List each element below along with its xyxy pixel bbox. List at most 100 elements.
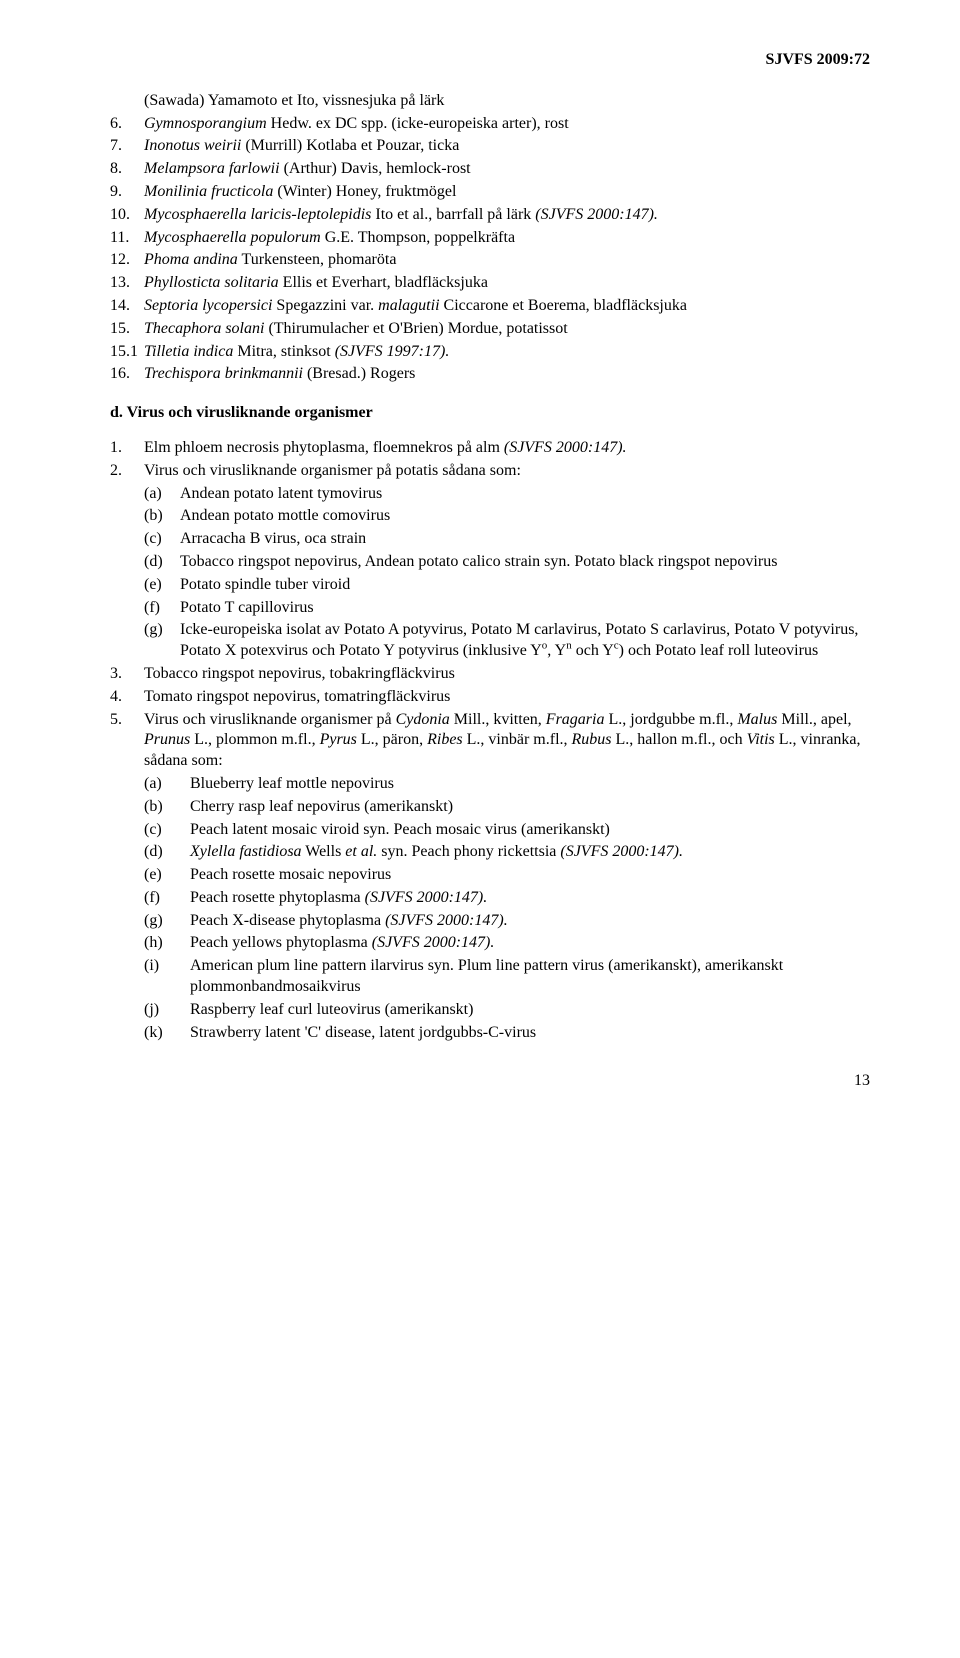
- list-item: 15.Thecaphora solani (Thirumulacher et O…: [110, 319, 870, 340]
- list-number: (f): [144, 598, 180, 619]
- list-text: Phyllosticta solitaria Ellis et Everhart…: [144, 273, 870, 294]
- list-text: Septoria lycopersici Spegazzini var. mal…: [144, 296, 870, 317]
- list-number: (i): [144, 956, 190, 998]
- list-text: Melampsora farlowii (Arthur) Davis, heml…: [144, 159, 870, 180]
- list-item: 9.Monilinia fructicola (Winter) Honey, f…: [110, 182, 870, 203]
- list-number: (b): [144, 797, 190, 818]
- list-text: Strawberry latent 'C' disease, latent jo…: [190, 1023, 870, 1044]
- list-number: 3.: [110, 664, 144, 685]
- list-number: 15.: [110, 319, 144, 340]
- section-d-heading: d. Virus och virusliknande organismer: [110, 403, 870, 424]
- list-number: 1.: [110, 438, 144, 459]
- list-item: (e)Potato spindle tuber viroid: [144, 575, 870, 596]
- list-text: Cherry rasp leaf nepovirus (amerikanskt): [190, 797, 870, 818]
- list-text: Thecaphora solani (Thirumulacher et O'Br…: [144, 319, 870, 340]
- list-text: Gymnosporangium Hedw. ex DC spp. (icke-e…: [144, 114, 870, 135]
- list-item: (g)Icke-europeiska isolat av Potato A po…: [144, 620, 870, 662]
- list-number: (c): [144, 820, 190, 841]
- list-item: 2.Virus och virusliknande organismer på …: [110, 461, 870, 482]
- list-text: Trechispora brinkmannii (Bresad.) Rogers: [144, 364, 870, 385]
- list-item: 7.Inonotus weirii (Murrill) Kotlaba et P…: [110, 136, 870, 157]
- list-item: 4.Tomato ringspot nepovirus, tomatringfl…: [110, 687, 870, 708]
- list-text: Tilletia indica Mitra, stinksot (SJVFS 1…: [144, 342, 870, 363]
- list-text: Icke-europeiska isolat av Potato A potyv…: [180, 620, 870, 662]
- list-item: (f)Peach rosette phytoplasma (SJVFS 2000…: [144, 888, 870, 909]
- list-number: (g): [144, 620, 180, 662]
- list-number: 13.: [110, 273, 144, 294]
- list-text: Tomato ringspot nepovirus, tomatringfläc…: [144, 687, 870, 708]
- virus-list-part2: 3.Tobacco ringspot nepovirus, tobakringf…: [110, 664, 870, 772]
- list-number: 2.: [110, 461, 144, 482]
- list-item: (c)Arracacha B virus, oca strain: [144, 529, 870, 550]
- list-text: Potato spindle tuber viroid: [180, 575, 870, 596]
- list-text: Xylella fastidiosa Wells et al. syn. Pea…: [190, 842, 870, 863]
- list-number: 9.: [110, 182, 144, 203]
- list-text: Potato T capillovirus: [180, 598, 870, 619]
- list-item: (b)Cherry rasp leaf nepovirus (amerikans…: [144, 797, 870, 818]
- list-number: 10.: [110, 205, 144, 226]
- list-item: (a)Andean potato latent tymovirus: [144, 484, 870, 505]
- list-number: 6.: [110, 114, 144, 135]
- list-item: 6.Gymnosporangium Hedw. ex DC spp. (icke…: [110, 114, 870, 135]
- list-item: 13.Phyllosticta solitaria Ellis et Everh…: [110, 273, 870, 294]
- list-number: (a): [144, 774, 190, 795]
- list-item: 10.Mycosphaerella laricis-leptolepidis I…: [110, 205, 870, 226]
- list-number: 15.1: [110, 342, 144, 363]
- list-item: 3.Tobacco ringspot nepovirus, tobakringf…: [110, 664, 870, 685]
- list-number: (f): [144, 888, 190, 909]
- list-item: (e)Peach rosette mosaic nepovirus: [144, 865, 870, 886]
- list-number: (h): [144, 933, 190, 954]
- list-number: 5.: [110, 710, 144, 772]
- list-number: (j): [144, 1000, 190, 1021]
- sublist-5: (a)Blueberry leaf mottle nepovirus(b)Che…: [144, 774, 870, 1044]
- list-text: Peach rosette mosaic nepovirus: [190, 865, 870, 886]
- list-text: Peach X-disease phytoplasma (SJVFS 2000:…: [190, 911, 870, 932]
- list-item: (k)Strawberry latent 'C' disease, latent…: [144, 1023, 870, 1044]
- list-text: Peach yellows phytoplasma (SJVFS 2000:14…: [190, 933, 870, 954]
- fungi-list: (Sawada) Yamamoto et Ito, vissnesjuka på…: [110, 91, 870, 385]
- list-item: (d)Tobacco ringspot nepovirus, Andean po…: [144, 552, 870, 573]
- list-item: (a)Blueberry leaf mottle nepovirus: [144, 774, 870, 795]
- list-item: (g)Peach X-disease phytoplasma (SJVFS 20…: [144, 911, 870, 932]
- list-item: (Sawada) Yamamoto et Ito, vissnesjuka på…: [110, 91, 870, 112]
- sublist-2: (a)Andean potato latent tymovirus(b)Ande…: [144, 484, 870, 662]
- list-item: 16.Trechispora brinkmannii (Bresad.) Rog…: [110, 364, 870, 385]
- list-number: 14.: [110, 296, 144, 317]
- list-item: (j)Raspberry leaf curl luteovirus (ameri…: [144, 1000, 870, 1021]
- list-number: 11.: [110, 228, 144, 249]
- list-text: Blueberry leaf mottle nepovirus: [190, 774, 870, 795]
- list-text: Tobacco ringspot nepovirus, Andean potat…: [180, 552, 870, 573]
- list-text: Peach rosette phytoplasma (SJVFS 2000:14…: [190, 888, 870, 909]
- list-number: 16.: [110, 364, 144, 385]
- list-text: Phoma andina Turkensteen, phomaröta: [144, 250, 870, 271]
- list-text: Inonotus weirii (Murrill) Kotlaba et Pou…: [144, 136, 870, 157]
- list-number: (a): [144, 484, 180, 505]
- list-item: 12.Phoma andina Turkensteen, phomaröta: [110, 250, 870, 271]
- list-item: 14.Septoria lycopersici Spegazzini var. …: [110, 296, 870, 317]
- list-text: Elm phloem necrosis phytoplasma, floemne…: [144, 438, 870, 459]
- list-item: (f)Potato T capillovirus: [144, 598, 870, 619]
- list-text: Virus och virusliknande organismer på Cy…: [144, 710, 870, 772]
- list-item: (i)American plum line pattern ilarvirus …: [144, 956, 870, 998]
- list-text: American plum line pattern ilarvirus syn…: [190, 956, 870, 998]
- list-number: (k): [144, 1023, 190, 1044]
- list-item: (b)Andean potato mottle comovirus: [144, 506, 870, 527]
- list-text: Virus och virusliknande organismer på po…: [144, 461, 870, 482]
- list-item: (d)Xylella fastidiosa Wells et al. syn. …: [144, 842, 870, 863]
- list-item: (c)Peach latent mosaic viroid syn. Peach…: [144, 820, 870, 841]
- list-number: [110, 91, 144, 112]
- list-text: Raspberry leaf curl luteovirus (amerikan…: [190, 1000, 870, 1021]
- list-number: 4.: [110, 687, 144, 708]
- list-number: (b): [144, 506, 180, 527]
- list-number: (e): [144, 575, 180, 596]
- list-item: 5.Virus och virusliknande organismer på …: [110, 710, 870, 772]
- list-number: 8.: [110, 159, 144, 180]
- list-item: 8.Melampsora farlowii (Arthur) Davis, he…: [110, 159, 870, 180]
- list-number: (c): [144, 529, 180, 550]
- list-text: (Sawada) Yamamoto et Ito, vissnesjuka på…: [144, 91, 870, 112]
- list-text: Arracacha B virus, oca strain: [180, 529, 870, 550]
- list-text: Peach latent mosaic viroid syn. Peach mo…: [190, 820, 870, 841]
- list-text: Andean potato mottle comovirus: [180, 506, 870, 527]
- list-number: 12.: [110, 250, 144, 271]
- list-text: Andean potato latent tymovirus: [180, 484, 870, 505]
